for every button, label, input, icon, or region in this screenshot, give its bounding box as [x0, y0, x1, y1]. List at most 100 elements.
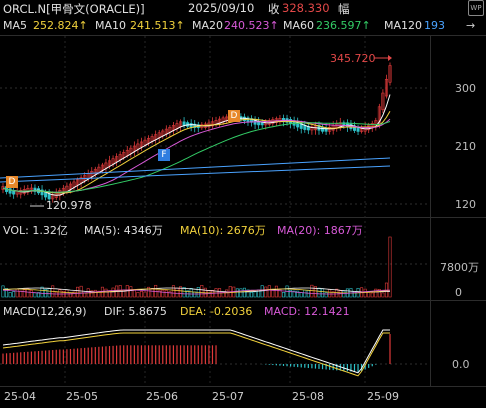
volume-tick-high: 7800万: [440, 261, 479, 274]
volume-bar: [139, 291, 143, 298]
close-label: 收: [268, 2, 280, 16]
x-axis-top-border: [0, 386, 486, 387]
volume-bar: [58, 289, 62, 298]
close-value: 328.330: [282, 1, 330, 15]
ma250-line: [0, 165, 391, 183]
macd-tick-zero: 0.0: [452, 358, 470, 371]
volume-bar: [253, 291, 257, 298]
candle-body: [104, 162, 108, 169]
volume-bar: [93, 289, 97, 298]
volume-bar: [303, 289, 307, 298]
ma60-line: [2, 121, 391, 193]
candle-body: [189, 123, 193, 128]
x-label-25-09: 25-09: [367, 390, 399, 403]
high-marker-arrow: [388, 55, 392, 61]
volume-bar: [239, 288, 243, 298]
candle-body: [90, 171, 94, 177]
candle-body: [303, 125, 307, 130]
financial-marker[interactable]: F: [158, 149, 170, 161]
volume-bar: [299, 292, 303, 298]
candle-body: [129, 147, 133, 154]
chart-header: ORCL.N[甲骨文(ORACLE)] 2025/09/10 收 328.330…: [0, 0, 486, 17]
ma10-value: 241.513↑: [130, 19, 185, 32]
volume-bar: [132, 289, 136, 298]
volume-legend: VOL: 1.32亿 MA(5): 4346万 MA(10): 2676万 MA…: [0, 222, 430, 237]
x-label-25-07: 25-07: [212, 390, 244, 403]
volume-bar: [310, 284, 314, 298]
volume-bar: [267, 285, 271, 298]
volume-bar: [5, 288, 9, 298]
volume-bar: [164, 290, 168, 298]
candle-body: [8, 188, 12, 194]
macd-panel-top-border: [0, 300, 486, 301]
volume-bar: [377, 289, 381, 298]
macd-value: MACD: 12.1421: [264, 305, 350, 318]
candle-body: [93, 168, 97, 175]
volume-bar: [111, 287, 115, 298]
candle-body: [377, 106, 381, 124]
ma120-line: [0, 157, 391, 179]
volume-bar: [129, 286, 133, 298]
volume-bar: [246, 289, 250, 298]
volume-bar: [143, 291, 147, 298]
price-panel-top-border: [0, 35, 486, 36]
right-axis-divider: [430, 35, 431, 387]
volume-ma20: MA(20): 1867万: [277, 224, 363, 237]
volume-bar: [281, 292, 285, 298]
symbol-title: ORCL.N[甲骨文(ORACLE)]: [3, 2, 145, 16]
volume-bar: [79, 285, 83, 298]
volume-bar: [83, 292, 87, 298]
volume-bar: [72, 291, 76, 298]
candle-body: [132, 145, 136, 152]
candle-body: [210, 121, 214, 127]
macd-series: [2, 329, 391, 377]
volume-bar: [33, 292, 37, 298]
volume-bar: [161, 289, 165, 298]
volume-bar: [292, 290, 296, 298]
volume-bar: [296, 290, 300, 298]
volume-ma-line: [2, 287, 391, 293]
volume-bar: [182, 287, 186, 298]
candle-body: [193, 123, 197, 128]
dividend-marker-2[interactable]: D: [228, 110, 240, 122]
volume-bar: [317, 287, 321, 298]
volume-bar: [175, 287, 179, 298]
x-label-25-05: 25-05: [66, 390, 98, 403]
volume-bar: [328, 288, 332, 298]
low-price-label: 120.978: [46, 199, 92, 212]
moving-average-series: [0, 94, 391, 196]
candle-body: [111, 158, 115, 165]
volume-ma-line: [2, 289, 391, 295]
wp-icon[interactable]: WP: [468, 0, 484, 16]
volume-bar: [97, 290, 101, 298]
x-label-25-04: 25-04: [4, 390, 36, 403]
volume-bar: [76, 286, 80, 298]
volume-bar: [157, 290, 161, 298]
candle-body: [139, 141, 143, 148]
dividend-marker-1[interactable]: D: [6, 176, 18, 188]
volume-bar: [150, 287, 154, 298]
volume-bar: [235, 288, 239, 298]
volume-value: VOL: 1.32亿: [3, 224, 68, 237]
ma20-value: 240.523↑: [224, 19, 279, 32]
volume-bar: [171, 285, 175, 298]
candle-body: [40, 189, 44, 196]
volume-bar: [19, 290, 23, 298]
price-tick-300: 300: [455, 82, 476, 95]
candle-body: [118, 154, 122, 160]
volume-bar: [193, 291, 197, 298]
volume-bar: [367, 291, 371, 298]
candle-body: [388, 65, 392, 83]
candle-body: [384, 78, 388, 97]
volume-bar: [108, 290, 112, 298]
volume-bar: [168, 291, 172, 298]
candle-body: [310, 126, 314, 131]
ma10-label: MA10: [95, 19, 127, 32]
volume-series: [1, 236, 392, 298]
ma5-line: [2, 94, 391, 196]
macd-title: MACD(12,26,9): [3, 305, 87, 318]
arrow-right-icon[interactable]: →: [466, 19, 476, 32]
volume-bar: [8, 292, 12, 298]
volume-bar: [242, 287, 246, 298]
